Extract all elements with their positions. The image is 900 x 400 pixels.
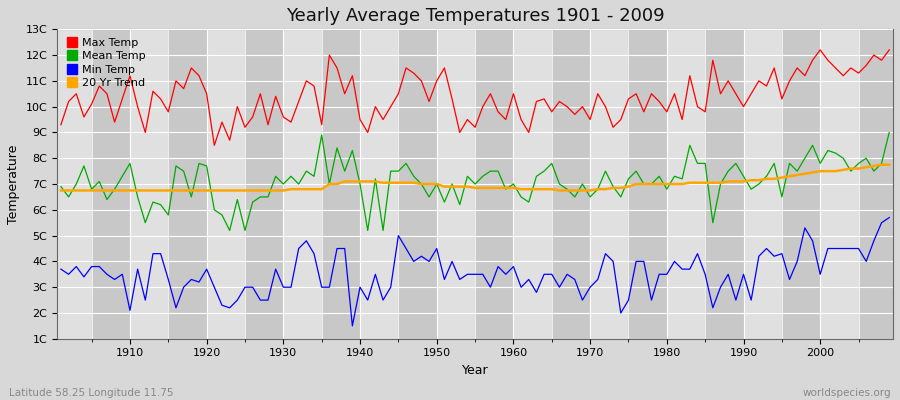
Bar (859, 29, 897, 339)
Bar (284, 29, 321, 339)
Bar (782, 29, 820, 339)
Bar (513, 29, 552, 339)
Bar (475, 29, 513, 339)
Bar (552, 29, 590, 339)
Title: Yearly Average Temperatures 1901 - 2009: Yearly Average Temperatures 1901 - 2009 (286, 7, 664, 25)
Bar (667, 29, 706, 339)
Y-axis label: Temperature: Temperature (7, 144, 20, 224)
Text: Latitude 58.25 Longitude 11.75: Latitude 58.25 Longitude 11.75 (9, 388, 174, 398)
Bar (706, 29, 743, 339)
Bar (53, 29, 92, 339)
Bar (590, 29, 628, 339)
Bar (360, 29, 399, 339)
Bar (92, 29, 130, 339)
Bar (820, 29, 859, 339)
Bar (436, 29, 475, 339)
Legend: Max Temp, Mean Temp, Min Temp, 20 Yr Trend: Max Temp, Mean Temp, Min Temp, 20 Yr Tre… (67, 38, 146, 88)
Bar (399, 29, 436, 339)
Bar (628, 29, 667, 339)
Bar (168, 29, 207, 339)
Bar (897, 29, 900, 339)
Bar (245, 29, 284, 339)
X-axis label: Year: Year (462, 364, 489, 377)
Bar (743, 29, 782, 339)
Bar (207, 29, 245, 339)
Text: worldspecies.org: worldspecies.org (803, 388, 891, 398)
Bar (130, 29, 168, 339)
Bar (321, 29, 360, 339)
